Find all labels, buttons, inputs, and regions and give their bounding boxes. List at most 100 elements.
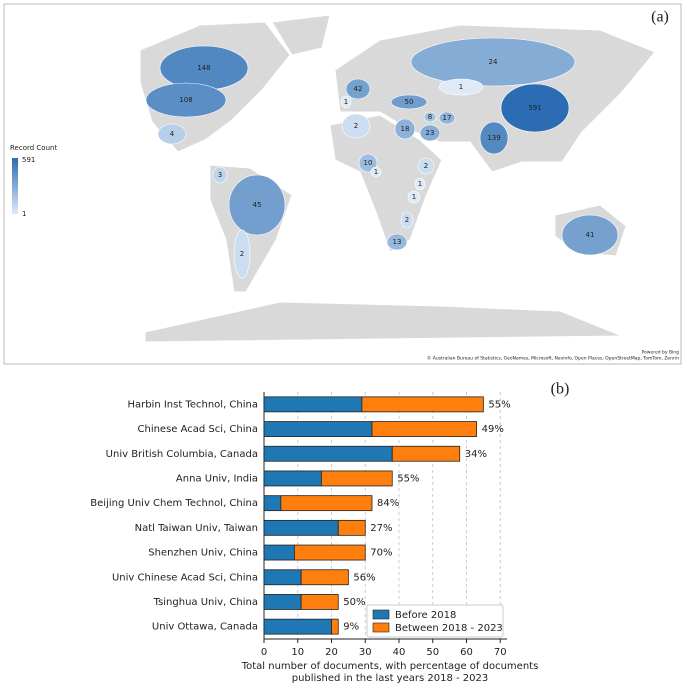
bar-segment — [263, 396, 363, 413]
attribution: © Australian Bureau of Statistics, GeoNa… — [427, 355, 679, 362]
legend-swatch — [372, 622, 390, 633]
region-label: 1 — [459, 83, 463, 91]
region — [345, 78, 371, 100]
bar-label: 70% — [370, 548, 392, 559]
legend-min: 1 — [22, 210, 26, 218]
bar-chart: 0 10 20 30 40 50 60 70 Total number of documents… — [90, 392, 538, 684]
region — [414, 177, 426, 191]
bar-segment — [300, 569, 349, 586]
legend-label: Between 2018 - 2023 — [395, 623, 503, 634]
x-tick-label: 0 — [261, 647, 267, 658]
bar-label: 56% — [353, 572, 375, 583]
bar-segment — [280, 495, 373, 512]
x-tick-label: 40 — [393, 647, 406, 658]
bar-segment — [300, 594, 339, 610]
x-tick-label: 30 — [359, 647, 372, 658]
y-tick-label: Shenzhen Univ, China — [148, 548, 258, 559]
region — [438, 111, 456, 125]
region-label: 23 — [426, 129, 435, 137]
region-label: 2 — [354, 122, 358, 130]
bar-segment — [263, 519, 339, 536]
region — [500, 83, 570, 133]
region — [157, 123, 187, 145]
x-axis-title: published in the last years 2018 - 2023 — [292, 673, 488, 684]
region-label: 18 — [401, 125, 410, 133]
region-label: 50 — [405, 98, 414, 106]
region-label: 148 — [197, 64, 210, 72]
region-label: 42 — [354, 85, 363, 93]
region — [390, 94, 428, 110]
y-tick-label: Harbin Inst Technol, China — [127, 399, 258, 410]
y-tick-label: Natl Taiwan Univ, Taiwan — [135, 523, 258, 534]
region-label: 8 — [428, 113, 432, 121]
legend-box — [366, 604, 504, 638]
greenland — [271, 14, 331, 56]
bar-label: 55% — [397, 473, 419, 484]
region — [212, 166, 228, 184]
bar-segment — [263, 421, 373, 437]
region-label: 1 — [412, 193, 416, 201]
region-label: 1 — [374, 168, 378, 176]
region-label: 17 — [443, 114, 452, 122]
region-label: 3 — [218, 171, 222, 179]
region — [233, 229, 251, 279]
region-label: 1 — [344, 98, 348, 106]
x-tick-label: 20 — [325, 647, 338, 658]
region-label: 2 — [240, 250, 244, 258]
panel-label: (a) — [651, 9, 669, 26]
bar-segment — [263, 544, 295, 561]
legend-label: Before 2018 — [395, 610, 456, 621]
map-regions: 5911481082413950424541231817131084322221… — [145, 37, 619, 279]
x-tick-label: 50 — [426, 647, 439, 658]
region-label: 13 — [393, 238, 402, 246]
bar-segment — [263, 470, 322, 487]
x-tick-label: 10 — [291, 647, 304, 658]
y-tick-label: Chinese Acad Sci, China — [138, 424, 259, 435]
bar-segment — [263, 618, 332, 635]
legend-swatch — [372, 609, 390, 620]
bar-segment — [361, 396, 484, 413]
region — [145, 82, 227, 118]
region-label: 591 — [528, 104, 541, 112]
y-tick-label: Beijing Univ Chem Technol, China — [90, 498, 258, 509]
region — [358, 153, 378, 173]
region — [423, 111, 437, 123]
region — [370, 166, 382, 178]
bar-segment — [293, 544, 366, 561]
region-label: 108 — [179, 96, 192, 104]
bar-label: 55% — [488, 399, 510, 410]
region — [407, 190, 421, 204]
region — [479, 121, 509, 155]
y-tick-label: Tsinghua Univ, China — [153, 597, 258, 608]
region — [438, 78, 484, 96]
bar-segment — [331, 618, 339, 635]
legend-title: Record Count — [10, 144, 57, 152]
bar-segment — [337, 519, 366, 536]
region — [400, 211, 414, 229]
y-tick-label: Univ Chinese Acad Sci, China — [112, 572, 258, 583]
y-tick-label: Univ British Columbia, Canada — [106, 449, 258, 460]
attribution: Powered by Bing — [641, 350, 679, 356]
region — [340, 95, 352, 109]
antarctica — [144, 301, 623, 343]
region — [341, 113, 371, 139]
bar-segment — [263, 594, 302, 610]
region-label: 139 — [487, 134, 500, 142]
region — [386, 233, 408, 251]
x-tick-label: 60 — [460, 647, 473, 658]
region-label: 41 — [586, 231, 595, 239]
region — [417, 157, 435, 175]
bar-segment — [263, 445, 393, 462]
bar-label: 34% — [465, 449, 487, 460]
bar-label: 9% — [343, 622, 359, 633]
region-label: 45 — [253, 201, 262, 209]
bar-segment — [391, 445, 461, 462]
y-tick-label: Anna Univ, India — [176, 473, 258, 484]
bar-segment — [371, 421, 478, 437]
bar-label: 27% — [370, 523, 392, 534]
region — [394, 118, 416, 140]
legend-max: 591 — [22, 156, 35, 164]
bar-segment — [263, 569, 302, 586]
region — [419, 124, 441, 142]
